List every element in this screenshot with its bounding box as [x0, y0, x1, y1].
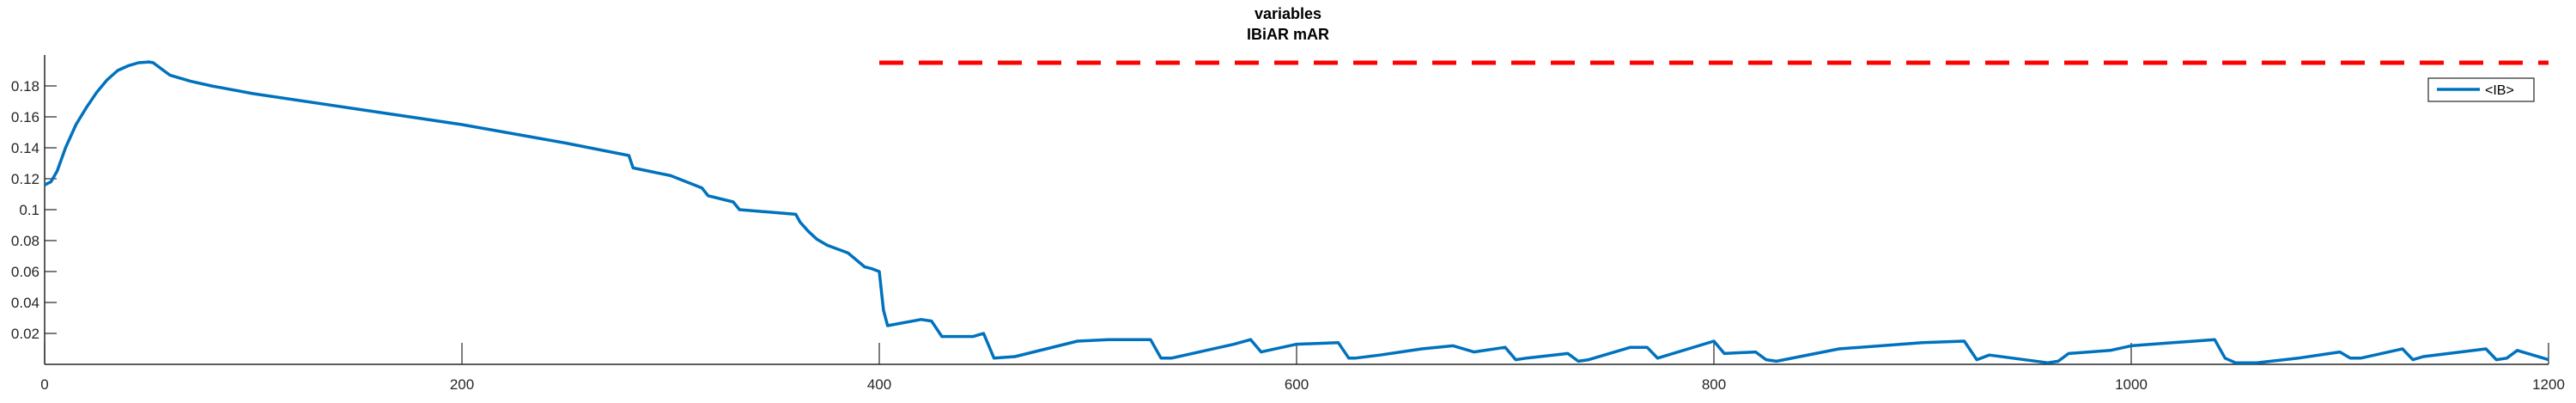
x-tick-label: 200: [450, 376, 474, 393]
x-tick-label: 1000: [2115, 376, 2148, 393]
y-tick-label: 0.12: [11, 171, 39, 187]
y-tick-label: 0.08: [11, 233, 39, 249]
series-ib-line: [44, 60, 2549, 364]
chart-title-line-2: IBiAR mAR: [1247, 26, 1329, 43]
x-tick-label: 1200: [2532, 376, 2565, 393]
y-tick-label: 0.04: [11, 295, 39, 311]
plot-area: 0.02 0.04 0.06 0.08 0.1 0.12 0.14 0.16 0.18 0 200…: [11, 55, 2565, 393]
y-tick-label: 0.16: [11, 109, 39, 125]
y-tick-label: 0.14: [11, 140, 39, 156]
y-tick-label: 0.1: [19, 202, 39, 218]
x-tick-label: 400: [867, 376, 891, 393]
chart-title-line-1: variables: [1255, 5, 1321, 22]
x-tick-label: 0: [40, 376, 48, 393]
y-tick-label: 0.02: [11, 326, 39, 342]
x-tick-label: 600: [1285, 376, 1309, 393]
y-tick-label: 0.06: [11, 264, 39, 280]
y-tick-label: 0.18: [11, 78, 39, 95]
y-axis-ticks: 0.02 0.04 0.06 0.08 0.1 0.12 0.14 0.16 0.18: [11, 78, 57, 342]
legend-label-ib: <IB>: [2485, 83, 2514, 98]
x-axis-ticks: 0 200 400 600 800 1000 1200: [40, 343, 2565, 393]
legend: <IB>: [2427, 77, 2535, 102]
x-tick-label: 800: [1702, 376, 1726, 393]
